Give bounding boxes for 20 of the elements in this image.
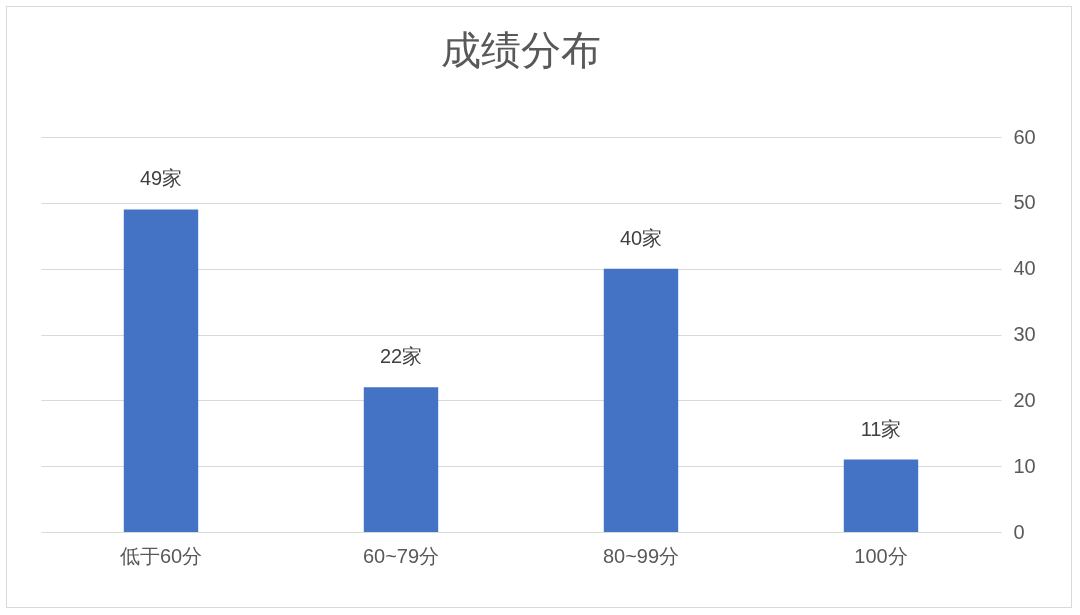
x-tick-label: 100分 [854, 544, 908, 567]
bar [843, 459, 919, 532]
data-label: 49家 [139, 167, 183, 190]
data-label: 40家 [619, 226, 663, 249]
data-label: 22家 [379, 345, 423, 368]
y-tick-label: 30 [1013, 323, 1036, 345]
x-tick-label: 60~79分 [362, 544, 440, 567]
bar [123, 209, 199, 532]
bar [603, 268, 679, 532]
y-tick-label: 0 [1013, 520, 1025, 543]
x-tick-label: 低于60分 [119, 544, 203, 567]
y-tick-label: 60 [1013, 125, 1036, 148]
chart-title: 成绩分布 [441, 28, 601, 72]
x-tick-label: 80~99分 [602, 544, 680, 567]
y-tick-label: 10 [1013, 454, 1036, 477]
data-label: 11家 [860, 417, 902, 440]
y-tick-label: 20 [1013, 388, 1036, 411]
bar [363, 387, 439, 532]
y-tick-label: 50 [1013, 191, 1036, 214]
y-tick-label: 40 [1013, 257, 1036, 280]
